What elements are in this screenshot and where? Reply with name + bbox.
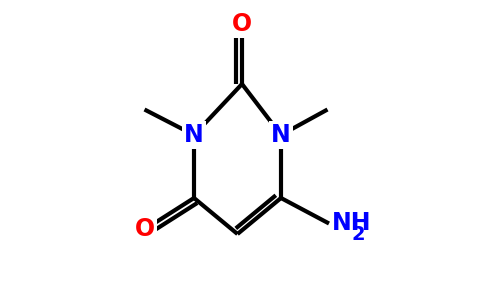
- Text: NH: NH: [332, 212, 372, 236]
- Text: O: O: [135, 218, 154, 242]
- Text: 2: 2: [351, 224, 365, 244]
- Text: O: O: [232, 12, 252, 36]
- Text: N: N: [184, 123, 204, 147]
- Text: N: N: [271, 123, 291, 147]
